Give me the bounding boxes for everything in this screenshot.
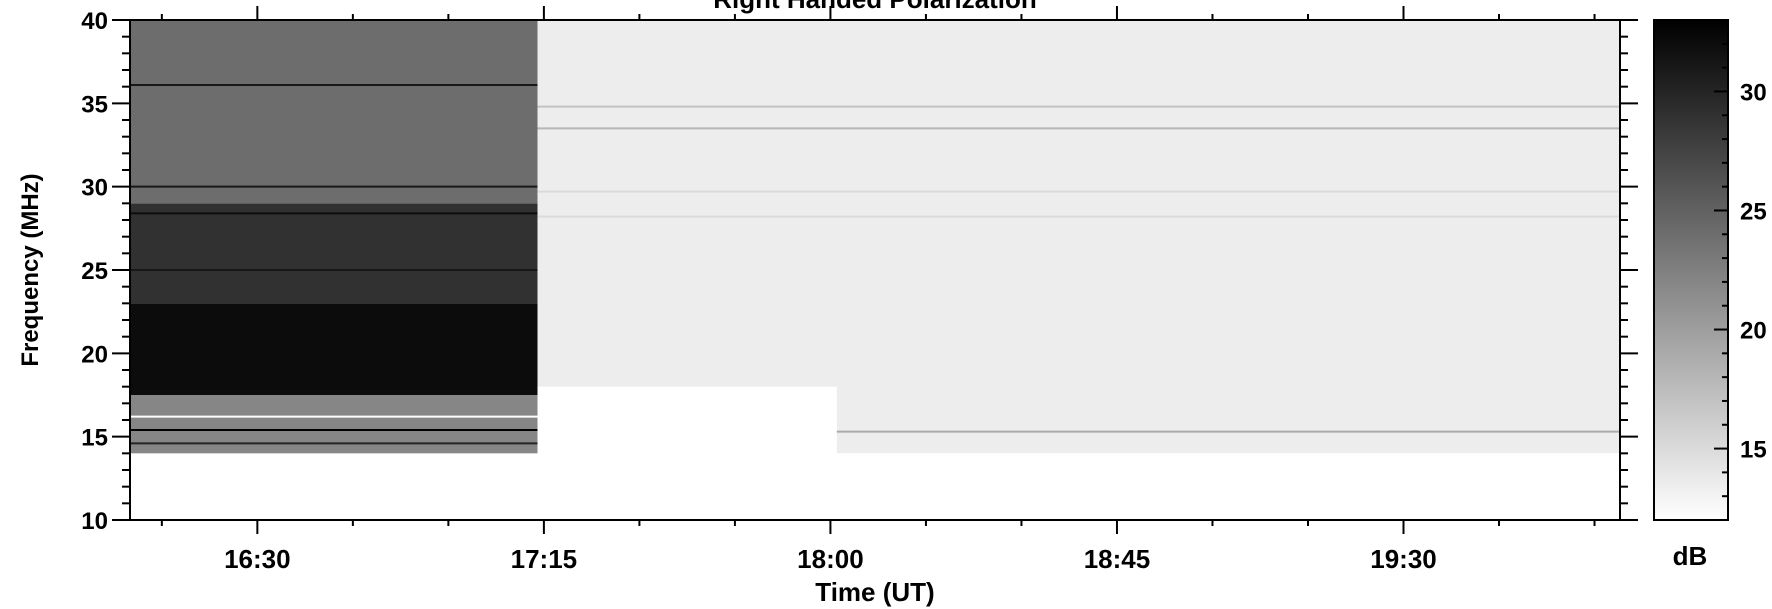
colorbar-label: dB [1673,541,1708,571]
x-tick-label: 16:30 [224,544,291,574]
intensity-region-5 [130,20,538,204]
y-axis-label: Frequency (MHz) [17,173,44,366]
y-tick-label: 25 [81,258,108,285]
x-tick-label: 18:45 [1084,544,1151,574]
intensity-region-1 [130,453,538,520]
x-axis-label: Time (UT) [815,577,934,607]
x-axis: 16:30 17:15 18:00 18:45 19:30 [160,6,1596,574]
colorbar-axis: 15 20 25 30 [1714,19,1767,521]
y-axis-right [1620,19,1638,521]
x-tick-label: 17:15 [511,544,578,574]
intensity-region-3 [130,303,538,395]
y-tick-label: 20 [81,341,108,368]
y-tick-label: 10 [81,508,108,535]
colorbar-tick-label: 15 [1740,437,1767,464]
x-tick-label: 18:00 [797,544,864,574]
colorbar-tick-label: 30 [1740,79,1767,106]
y-tick-label: 35 [81,91,108,118]
intensity-region-2 [130,395,538,454]
y-tick-label: 40 [81,8,108,35]
intensity-region-7 [537,453,1620,520]
intensity-region-8 [537,386,837,454]
spectrogram-plot-area [130,20,1620,520]
y-tick-label: 30 [81,175,108,202]
y-axis: 10 15 20 25 30 35 40 [81,8,130,535]
chart-title: Right Handed Polarization [713,0,1037,14]
x-tick-label: 19:30 [1370,544,1437,574]
colorbar-tick-label: 20 [1740,318,1767,345]
colorbar [1653,19,1729,521]
colorbar-tick-label: 25 [1740,198,1767,225]
intensity-region-6 [537,20,1620,454]
intensity-region-4 [130,203,538,304]
y-tick-label: 15 [81,425,108,452]
